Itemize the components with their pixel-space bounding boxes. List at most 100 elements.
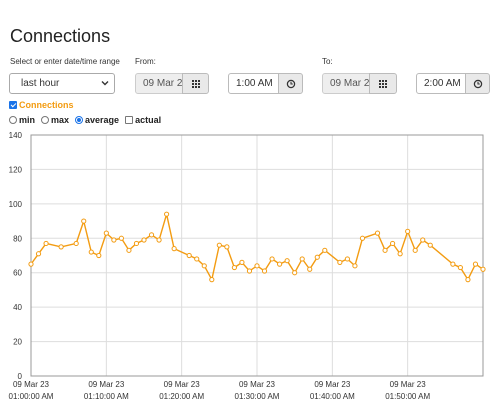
x-tick-label: 09 Mar 23 (88, 380, 125, 389)
x-tick-label: 09 Mar 23 (164, 380, 201, 389)
x-tick-label: 01:10:00 AM (84, 392, 129, 401)
series-toggle-checkbox[interactable] (9, 101, 17, 109)
data-point (156, 237, 162, 243)
data-point (133, 240, 140, 247)
radio-average[interactable]: average (75, 115, 119, 125)
data-point (111, 237, 117, 243)
y-tick-label: 20 (13, 338, 22, 347)
to-date-group: 09 Mar 2023 (322, 73, 397, 94)
data-point (457, 264, 463, 271)
from-time-group: 1:00 AM (228, 73, 303, 94)
to-time-group: 2:00 AM (416, 73, 490, 94)
data-point (35, 251, 42, 257)
to-date-input[interactable]: 09 Mar 2023 (322, 73, 370, 94)
page-title: Connections (10, 26, 111, 46)
data-point (344, 256, 350, 262)
calendar-grid-icon (191, 79, 200, 88)
data-point (359, 235, 366, 241)
radio-max[interactable]: max (41, 115, 69, 125)
radio-average-label: average (85, 115, 120, 125)
data-point (58, 244, 64, 250)
to-date-picker-button[interactable] (369, 73, 397, 94)
data-point (352, 263, 358, 269)
from-date-input[interactable]: 09 Mar 2023 (135, 73, 183, 94)
data-point (194, 256, 200, 262)
y-tick-label: 40 (13, 303, 22, 312)
data-point (126, 247, 132, 253)
from-time-picker-button[interactable] (278, 73, 303, 94)
data-point (103, 230, 109, 236)
x-tick-label: 01:50:00 AM (385, 392, 430, 401)
data-point (148, 232, 155, 238)
from-date-picker-button[interactable] (182, 73, 209, 94)
data-point (450, 261, 456, 267)
radio-min[interactable]: min (9, 115, 35, 125)
data-point (284, 258, 290, 264)
data-point (186, 252, 192, 259)
x-tick-label: 09 Mar 23 (390, 380, 427, 389)
data-point (216, 242, 222, 248)
to-time-picker-button[interactable] (465, 73, 490, 94)
clock-icon (473, 79, 482, 88)
data-point (299, 256, 305, 262)
data-point (231, 264, 237, 271)
data-point (73, 240, 79, 247)
actual-toggle[interactable]: actual (125, 115, 161, 125)
data-point (420, 237, 426, 243)
y-tick-label: 0 (18, 372, 23, 381)
radio-max-label: max (51, 115, 70, 125)
radio-max-button[interactable] (41, 116, 50, 124)
from-time-input[interactable]: 1:00 AM (228, 73, 279, 94)
x-tick-label: 01:20:00 AM (159, 392, 204, 401)
range-select-value: last hour (21, 78, 60, 89)
plot-area (30, 134, 484, 377)
series-toggle-label: Connections (19, 100, 74, 110)
series-toggle[interactable]: Connections (9, 100, 74, 110)
clock-icon (286, 79, 295, 88)
chevron-down-icon (101, 81, 109, 86)
x-tick-label: 09 Mar 23 (314, 380, 351, 389)
data-point (382, 247, 388, 253)
actual-checkbox[interactable] (125, 116, 134, 124)
data-point (96, 252, 102, 259)
connections-chart: 0 20 40 60 80 100 120 140 09 Mar 23 01:00:00 AM 09… (9, 131, 486, 401)
data-point (292, 270, 298, 276)
x-tick-label: 01:30:00 AM (235, 392, 280, 401)
x-tick-label: 01:00:00 AM (9, 392, 54, 401)
data-point (88, 249, 94, 255)
x-tick-label: 09 Mar 23 (13, 380, 50, 389)
data-point (171, 246, 177, 252)
data-point (277, 261, 283, 267)
data-point (239, 259, 245, 265)
aggregation-options: min max average actual (9, 115, 167, 125)
data-point (374, 230, 381, 236)
data-point (390, 240, 396, 247)
range-label: Select or enter date/time range (10, 57, 120, 66)
to-time-input[interactable]: 2:00 AM (416, 73, 466, 94)
data-point (118, 235, 125, 241)
data-point (480, 266, 486, 272)
to-label: To: (322, 57, 333, 66)
y-tick-label: 100 (9, 200, 23, 209)
data-point (201, 263, 207, 269)
radio-average-button[interactable] (75, 116, 84, 124)
range-select[interactable]: last hour (9, 73, 115, 94)
data-point (412, 247, 418, 253)
data-point (269, 256, 275, 262)
radio-min-button[interactable] (9, 116, 17, 124)
data-point (307, 266, 313, 272)
y-tick-label: 120 (9, 165, 23, 174)
data-point (246, 268, 253, 274)
data-point (405, 228, 411, 235)
data-point (81, 218, 87, 224)
data-point (337, 259, 343, 265)
data-point (397, 251, 403, 257)
data-point (322, 247, 328, 253)
data-point (43, 240, 49, 247)
data-point (472, 261, 479, 267)
radio-min-label: min (19, 115, 36, 125)
data-point (465, 277, 471, 283)
data-point (427, 242, 433, 248)
data-point (314, 254, 320, 260)
from-date-group: 09 Mar 2023 (135, 73, 209, 94)
